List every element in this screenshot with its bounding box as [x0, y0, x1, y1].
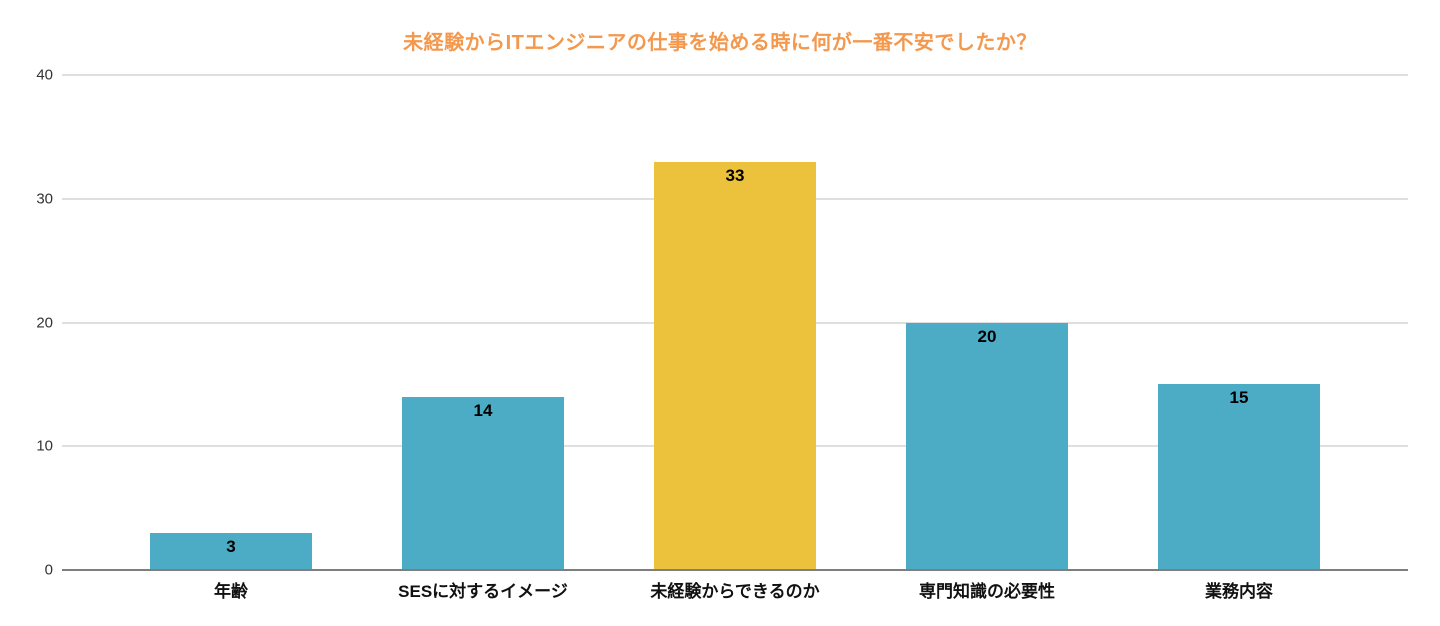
bar-SESに対するイメージ[interactable]: 14: [401, 396, 565, 570]
bar-slot: 33: [609, 75, 861, 570]
bar-value-label: 3: [226, 536, 236, 556]
category-label: 業務内容: [1205, 582, 1273, 601]
bars-container: 3 14 33 20 15: [62, 75, 1408, 570]
y-tick-label: 20: [36, 314, 53, 331]
bar-未経験からできるのか[interactable]: 33: [653, 161, 817, 570]
bar-slot: 15: [1113, 75, 1365, 570]
x-axis-category-labels: 年齢 SESに対するイメージ 未経験からできるのか 専門知識の必要性 業務内容: [62, 577, 1408, 602]
y-tick-label: 30: [36, 190, 53, 208]
bar-年齢[interactable]: 3: [149, 532, 313, 570]
category-label: 年齢: [214, 582, 248, 601]
bar-value-label: 14: [473, 400, 493, 420]
y-tick-label: 0: [44, 561, 53, 579]
y-tick-label: 40: [36, 66, 53, 84]
bar-slot: 20: [861, 75, 1113, 570]
bar-value-label: 20: [977, 326, 997, 346]
bar-slot: 14: [357, 75, 609, 570]
gridline: [62, 74, 1408, 76]
category-label: SESに対するイメージ: [398, 582, 568, 601]
bar-専門知識の必要性[interactable]: 20: [905, 322, 1069, 570]
bar-slot: 3: [105, 75, 357, 570]
category-label: 専門知識の必要性: [919, 582, 1055, 601]
category-label: 未経験からできるのか: [650, 582, 820, 601]
bar-業務内容[interactable]: 15: [1157, 384, 1321, 570]
chart-title: 未経験からITエンジニアの仕事を始める時に何が一番不安でしたか？: [403, 32, 1037, 54]
x-axis-baseline: [62, 569, 1408, 571]
y-tick-label: 10: [36, 437, 53, 455]
bar-value-label: 33: [725, 165, 745, 185]
bar-value-label: 15: [1229, 388, 1249, 408]
plot-area: 0 10 20 30 40 3 14 33 20 15 年齢 SESに対するイメージ 未経験からでき…: [36, 67, 1408, 601]
